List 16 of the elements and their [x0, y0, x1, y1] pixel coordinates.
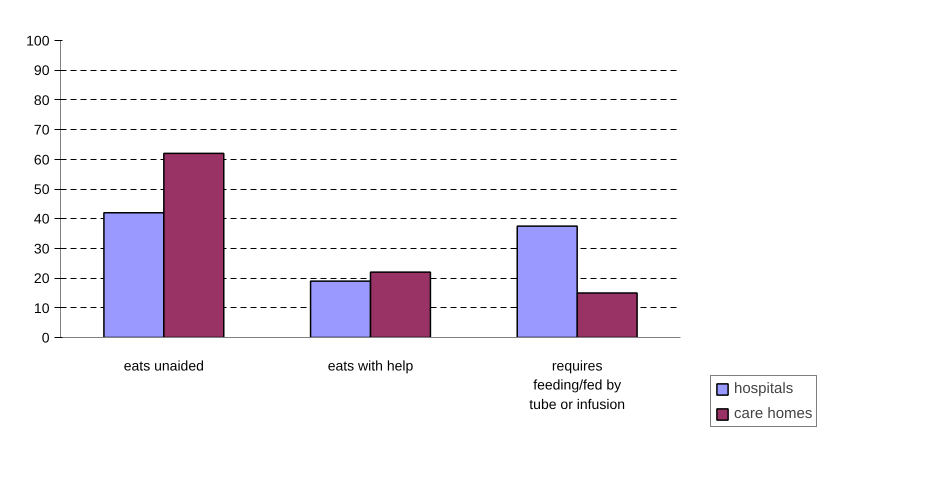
y-tick-label: 30 — [34, 240, 50, 256]
legend-label: care homes — [734, 405, 812, 422]
x-tick-label: requires feeding/fed by tube or infusion — [529, 358, 626, 412]
legend-label: hospitals — [734, 380, 794, 397]
y-tick-label: 60 — [34, 151, 50, 168]
y-tick-label: 70 — [34, 122, 50, 138]
y-tick-label: 100 — [26, 32, 50, 48]
y-tick-label: 80 — [34, 92, 50, 108]
y-tick-label: 50 — [34, 181, 50, 197]
x-tick-label: eats unaided — [124, 358, 204, 374]
y-tick-label: 10 — [34, 300, 50, 316]
y-tick-label: 0 — [42, 330, 50, 346]
y-tick-label: 20 — [34, 270, 50, 286]
y-tick-label: 90 — [34, 62, 50, 78]
x-tick-label: eats with help — [328, 358, 414, 374]
y-tick-label: 40 — [34, 210, 50, 227]
